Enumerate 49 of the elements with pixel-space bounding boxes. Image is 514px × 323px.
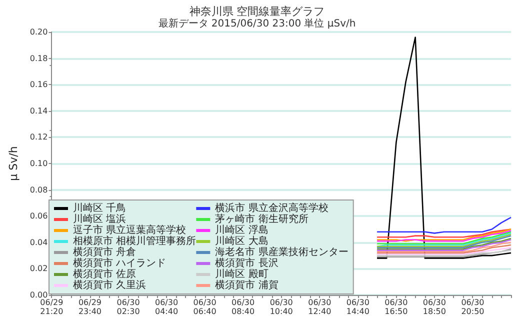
y-tick-label: 0.18 [30,54,48,63]
chart-title: 神奈川県 空間線量率グラフ [189,5,325,18]
y-tick-label: 0.00 [30,290,48,300]
legend-label: 横浜市 県立金沢高等学校 [215,202,328,214]
legend-label: 横須賀市 ハイランド [73,257,166,269]
legend-label: 川崎区 浮島 [215,224,268,236]
y-tick-label: 0.10 [30,159,48,168]
x-tick-label: 06/30 08:40 [232,298,255,316]
legend-label: 海老名市 県産業技術センター [215,246,348,258]
legend-label: 茅ヶ崎市 衛生研究所 [215,213,308,225]
y-tick-label: 0.16 [30,80,48,90]
x-tick-label: 06/29 21:20 [40,298,64,316]
x-tick-label: 06/30 16:50 [384,298,408,316]
line-series [376,36,512,259]
x-tick-label: 06/30 04:40 [155,298,178,316]
legend-label: 横須賀市 浦賀 [215,279,278,291]
legend-label: 川崎区 殿町 [215,268,268,280]
y-tick-label: 0.08 [30,185,48,194]
y-tick-label: 0.12 [30,132,48,142]
x-tick-label: 06/30 14:40 [346,298,370,316]
legend-label: 相模原市 相模川管理事務所 [73,235,196,247]
x-tick-label: 06/30 18:50 [422,298,446,316]
line-series [376,244,512,254]
legend-label: 横須賀市 佐原 [73,268,136,280]
line-series [376,247,512,255]
line-series [376,242,512,252]
legend-label: 横須賀市 長沢 [215,257,278,269]
x-tick-label: 06/30 06:40 [193,298,216,316]
legend-label: 川崎区 千鳥 [73,202,126,214]
y-tick-label: 0.04 [30,238,48,247]
y-axis-title: μ Sv/h [7,146,20,181]
legend-label: 横須賀市 舟倉 [73,246,136,258]
legend-label: 川崎区 大島 [215,235,268,247]
x-tick-label: 06/29 23:40 [78,298,102,316]
x-tick-label: 06/30 10:40 [270,298,293,316]
x-tick-label: 06/30 02:30 [116,298,140,316]
x-tick-label: 06/30 12:40 [308,298,332,316]
y-tick-label: 0.06 [30,212,48,221]
y-tick-label: 0.20 [30,28,48,36]
line-series [376,231,512,244]
x-tick-label: 06/30 20:50 [461,298,484,316]
legend-label: 横須賀市 久里浜 [73,279,146,291]
y-tick-label: 0.14 [30,106,48,116]
line-series [376,216,512,234]
line-series [376,228,512,238]
y-tick-label: 0.02 [30,264,48,274]
chart-subtitle: 最新データ 2015/06/30 23:00 単位 μSv/h [158,18,356,30]
legend-label: 逗子市 県立逗葉高等学校 [73,224,186,236]
legend-label: 川崎区 塩浜 [73,213,126,225]
